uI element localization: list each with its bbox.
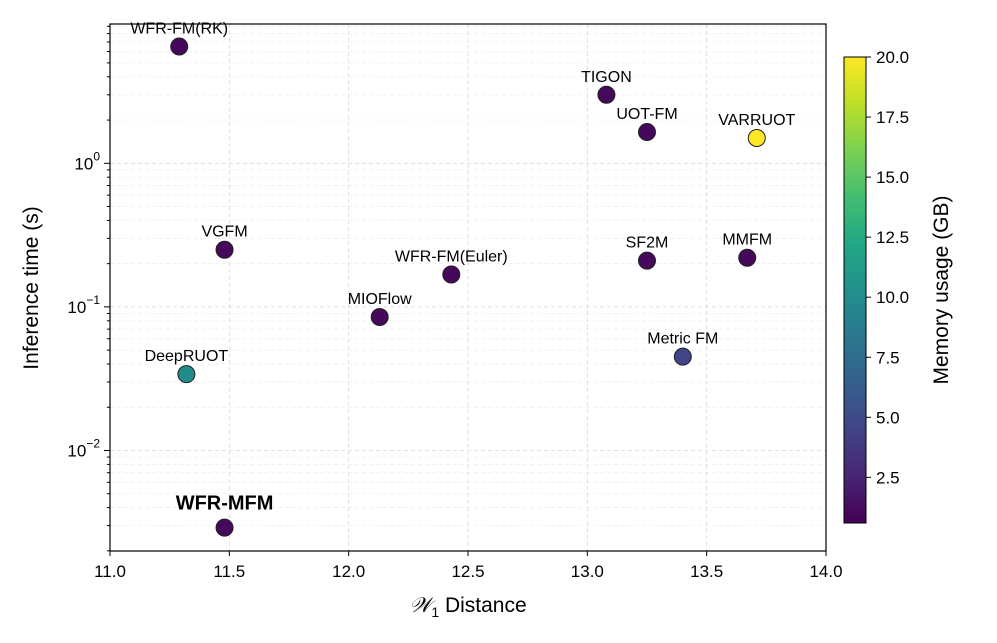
colorbar-gradient [843, 56, 867, 524]
x-axis-title: 𝒲1 Distance [409, 593, 526, 620]
colorbar-tick-label: 15.0 [876, 168, 909, 187]
data-point [215, 518, 234, 537]
colorbar-tick-label: 20.0 [876, 48, 909, 67]
data-point [370, 308, 389, 327]
colorbar-tick-label: 2.5 [876, 468, 900, 487]
point-label: TIGON [581, 69, 632, 86]
x-tick-label: 11.0 [94, 562, 126, 581]
data-point [747, 129, 766, 148]
point-label: VGFM [201, 224, 247, 241]
data-points [170, 37, 766, 537]
point-label: WFR-FM(Euler) [395, 249, 508, 266]
data-point [738, 248, 757, 267]
data-point [442, 265, 461, 284]
x-tick-label: 12.0 [332, 562, 365, 581]
colorbar-title: Memory usage (GB) [930, 195, 953, 384]
colorbar-tick-label: 10.0 [876, 288, 909, 307]
x-tick-label: 14.0 [809, 562, 842, 581]
grid-lines [110, 24, 826, 552]
colorbar-ticks: 2.5 5.0 7.5 10.0 12.5 15.0 17.5 20.0 [866, 48, 909, 487]
x-tick-label: 12.5 [451, 562, 484, 581]
point-label: SF2M [626, 235, 669, 252]
colorbar-tick-label: 5.0 [876, 408, 900, 427]
point-label: DeepRUOT [145, 348, 229, 365]
point-label: VARRUOT [718, 112, 795, 129]
point-labels: WFR-FM(RK) TIGON UOT-FM VARRUOT VGFM WFR-FM(E… [130, 21, 795, 515]
y-tick-label: 10−1 [67, 293, 100, 317]
y-axis-title: Inference time (s) [20, 206, 43, 369]
colorbar-tick-label: 12.5 [876, 228, 909, 247]
data-point [673, 347, 692, 366]
point-label: MMFM [722, 232, 772, 249]
point-label: WFR-FM(RK) [130, 21, 228, 38]
colorbar: 2.5 5.0 7.5 10.0 12.5 15.0 17.5 20.0 Memory usa… [843, 48, 953, 524]
data-point [170, 37, 189, 56]
colorbar-tick-label: 7.5 [876, 348, 900, 367]
x-tick-label: 11.5 [213, 562, 245, 581]
y-axis: 10−2 10−1 100 [67, 25, 110, 552]
y-tick-label: 100 [74, 149, 100, 173]
point-label: Metric FM [647, 331, 718, 348]
y-tick-label: 10−2 [67, 436, 100, 460]
point-label: UOT-FM [616, 106, 677, 123]
point-label: WFR-MFM [176, 493, 274, 515]
point-label: MIOFlow [348, 291, 412, 308]
data-point [215, 240, 234, 259]
data-point [638, 251, 656, 270]
x-axis: 11.0 11.5 12.0 12.5 13.0 13.5 14.0 [94, 551, 843, 581]
data-point [638, 123, 656, 142]
colorbar-tick-label: 17.5 [876, 108, 909, 127]
data-point [597, 85, 616, 104]
x-tick-label: 13.0 [571, 562, 604, 581]
data-point [177, 365, 196, 384]
x-tick-label: 13.5 [690, 562, 723, 581]
